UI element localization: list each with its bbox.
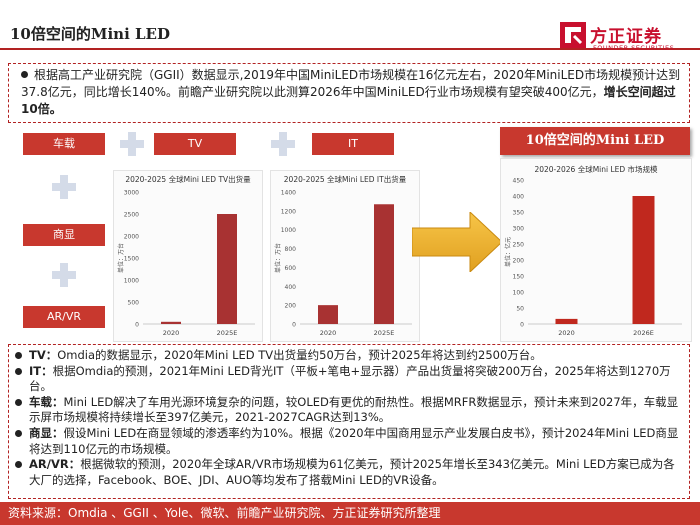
category-ar-vr: AR/VR	[23, 306, 105, 328]
logo-chinese-text: 方正证券	[590, 27, 662, 47]
category-tv: TV	[154, 133, 236, 155]
x-tick-label: 2026E	[633, 329, 654, 337]
category-commercial-display: 商显	[23, 224, 105, 246]
detail-body: 假设Mini LED在商显领域的渗透率约为10%。根据《2020年中国商用显示产…	[29, 425, 679, 456]
it-shipments-chart: 2020-2025 全球Mini LED IT出货量 0 200 400 600 800 1…	[270, 170, 420, 342]
it-chart-svg: 2020-2025 全球Mini LED IT出货量 0 200 400 600 800 1…	[270, 170, 420, 342]
y-tick-label: 50	[516, 306, 524, 313]
bar-2020	[555, 318, 578, 324]
bar-2026e	[632, 196, 655, 324]
plus-icon	[52, 175, 76, 199]
y-tick-label: 250	[513, 242, 525, 249]
bar-2020	[318, 305, 338, 324]
details-box: TV：Omdia的数据显示，2020年Mini LED TV出货量约50万台，预…	[8, 344, 690, 499]
y-tick-label: 400	[285, 284, 297, 291]
y-tick-label: 2000	[124, 234, 139, 241]
y-tick-label: 150	[513, 274, 525, 281]
y-tick-label: 800	[285, 246, 297, 253]
y-tick-label: 600	[285, 265, 297, 272]
y-tick-label: 300	[513, 226, 525, 233]
intro-paragraph: 根据高工产业研究院（GGII）数据显示,2019年中国MiniLED市场规模在1…	[21, 67, 681, 118]
detail-head: 车载：	[29, 394, 64, 409]
y-tick-label: 350	[513, 210, 525, 217]
detail-body: 根据微软的预测，2020年全球AR/VR市场规模为61亿美元，预计2025年增长…	[29, 457, 675, 487]
detail-item: IT：根据Omdia的预测，2021年Mini LED背光IT（平板+笔电+显示…	[15, 364, 683, 395]
y-tick-label: 3000	[124, 190, 139, 197]
detail-body: Omdia的数据显示，2020年Mini LED TV出货量约50万台，预计20…	[57, 348, 542, 362]
intro-text: 根据高工产业研究院（GGII）数据显示,2019年中国MiniLED市场规模在1…	[21, 68, 681, 99]
chart-frame	[500, 158, 692, 342]
tv-chart-svg: 2020-2025 全球Mini LED TV出货量 0 500 1000 1500 20…	[113, 170, 263, 342]
bar-2020	[161, 321, 181, 324]
y-axis-label: 单位：万台	[274, 243, 282, 273]
category-vehicle: 车载	[23, 133, 105, 155]
bar-2025e	[217, 214, 237, 324]
details-list: TV：Omdia的数据显示，2020年Mini LED TV出货量约50万台，预…	[15, 348, 683, 488]
detail-head: 商显：	[29, 425, 64, 440]
page-title: 10倍空间的Mini LED	[10, 25, 170, 43]
founder-securities-logo: 方正证券 FOUNDER SECURITIES	[560, 20, 690, 60]
chart-title: 2020-2025 全球Mini LED TV出货量	[125, 174, 251, 184]
bar-2025e	[374, 204, 394, 324]
x-tick-label: 2025E	[217, 329, 238, 337]
category-it: IT	[312, 133, 394, 155]
chart-title: 2020-2026 全球Mini LED 市场规模	[534, 164, 658, 174]
y-tick-label: 1000	[124, 278, 139, 285]
chart-frame	[270, 170, 420, 342]
detail-body: 根据Omdia的预测，2021年Mini LED背光IT（平板+笔电+显示器）产…	[29, 363, 671, 394]
detail-head: AR/VR：	[29, 457, 81, 472]
y-tick-label: 100	[513, 290, 525, 297]
detail-item: TV：Omdia的数据显示，2020年Mini LED TV出货量约50万台，预…	[15, 348, 683, 364]
arrow-right-icon	[412, 212, 503, 272]
source-footer: 资料来源：Omdia 、GGII 、Yole、微软、前瞻产业研究院、方正证券研究…	[0, 502, 700, 525]
y-tick-label: 0	[520, 322, 524, 329]
logo-mark-icon	[560, 22, 586, 48]
bullet-icon	[21, 71, 28, 78]
x-tick-label: 2025E	[374, 329, 395, 337]
bullet-icon	[15, 398, 22, 406]
logo-english-text: FOUNDER SECURITIES	[593, 44, 675, 52]
chart-frame	[113, 170, 263, 342]
tv-shipments-chart: 2020-2025 全球Mini LED TV出货量 0 500 1000 1500 20…	[113, 170, 263, 342]
market-size-chart: 2020-2026 全球Mini LED 市场规模 0 50 100 150 200 250…	[500, 158, 692, 342]
bullet-icon	[15, 461, 22, 469]
detail-item: 商显：假设Mini LED在商显领域的渗透率约为10%。根据《2020年中国商用…	[15, 426, 683, 457]
y-tick-label: 1200	[281, 208, 296, 215]
detail-item: AR/VR：根据微软的预测，2020年全球AR/VR市场规模为61亿美元，预计2…	[15, 457, 683, 488]
bullet-icon	[15, 429, 22, 437]
intro-emphasis: 增长空间超过10倍。	[21, 85, 676, 116]
detail-head: IT：	[29, 363, 53, 378]
x-tick-label: 2020	[320, 329, 337, 337]
bullet-icon	[15, 367, 22, 375]
y-tick-label: 450	[513, 178, 525, 185]
y-tick-label: 0	[135, 322, 139, 329]
plus-icon	[52, 263, 76, 287]
intro-box: 根据高工产业研究院（GGII）数据显示,2019年中国MiniLED市场规模在1…	[8, 63, 690, 123]
detail-item: 车载：Mini LED解决了车用光源环境复杂的问题，较OLED有更优的耐热性。根…	[15, 395, 683, 426]
y-axis-label: 单位：万台	[117, 243, 125, 273]
x-tick-label: 2020	[163, 329, 180, 337]
y-tick-label: 1500	[124, 256, 139, 263]
chart-title: 2020-2025 全球Mini LED IT出货量	[284, 174, 407, 184]
detail-head: TV：	[29, 348, 58, 362]
y-tick-label: 400	[513, 194, 525, 201]
title-divider	[0, 48, 700, 50]
market-chart-svg: 2020-2026 全球Mini LED 市场规模 0 50 100 150 200 250…	[500, 158, 692, 342]
y-tick-label: 500	[128, 300, 140, 307]
plus-icon	[271, 132, 295, 156]
highlight-label: 10倍空间的Mini LED	[500, 127, 690, 155]
detail-body: Mini LED解决了车用光源环境复杂的问题，较OLED有更优的耐热性。根据MR…	[29, 394, 679, 425]
y-tick-label: 200	[513, 258, 525, 265]
plus-icon	[120, 132, 144, 156]
y-tick-label: 1000	[281, 227, 296, 234]
y-tick-label: 200	[285, 303, 297, 310]
x-tick-label: 2020	[558, 329, 575, 337]
bullet-icon	[15, 352, 22, 359]
y-tick-label: 2500	[124, 212, 139, 219]
y-tick-label: 0	[292, 322, 296, 329]
y-tick-label: 1400	[281, 190, 296, 197]
y-axis-label: 单位：亿元	[504, 237, 512, 267]
